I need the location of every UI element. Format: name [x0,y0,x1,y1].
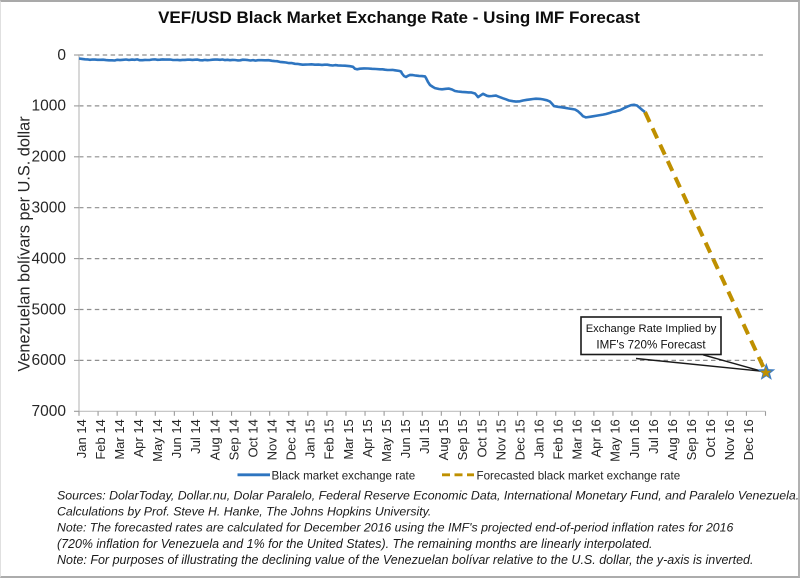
svg-text:Sep 14: Sep 14 [226,419,241,460]
svg-text:Jan 14: Jan 14 [74,419,89,458]
svg-text:Apr 14: Apr 14 [131,419,146,457]
svg-text:Feb 16: Feb 16 [551,419,566,459]
svg-text:May 14: May 14 [150,419,165,462]
svg-text:Oct 14: Oct 14 [245,419,260,457]
svg-text:Jun 15: Jun 15 [398,419,413,458]
svg-text:Sources: DolarToday, Dollar.nu: Sources: DolarToday, Dollar.nu, Dolar Pa… [57,488,799,502]
svg-text:Mar 15: Mar 15 [341,419,356,459]
svg-text:Aug 14: Aug 14 [207,419,222,460]
svg-text:Aug 16: Aug 16 [665,419,680,460]
svg-text:Mar 16: Mar 16 [570,419,585,459]
svg-text:Venezuelan bolívars per U.S. d: Venezuelan bolívars per U.S. dollar [16,116,34,372]
svg-text:4000: 4000 [32,250,67,267]
svg-text:0: 0 [57,47,66,64]
svg-text:Mar 14: Mar 14 [112,419,127,459]
svg-text:Black market exchange rate: Black market exchange rate [272,470,416,483]
svg-text:5000: 5000 [32,301,67,318]
svg-text:Jan 15: Jan 15 [303,419,318,458]
svg-text:IMF's 720% Forecast: IMF's 720% Forecast [596,338,706,351]
svg-text:Jun 16: Jun 16 [627,419,642,458]
svg-text:Jul 14: Jul 14 [188,419,203,454]
svg-text:1000: 1000 [32,98,67,115]
svg-text:Dec 14: Dec 14 [284,419,299,460]
svg-text:Note: The forecasted rates are: Note: The forecasted rates are calculate… [57,521,733,535]
svg-text:6000: 6000 [32,352,67,369]
svg-text:Feb 14: Feb 14 [93,419,108,459]
svg-text:Note: For purposes of illustra: Note: For purposes of illustrating the d… [57,553,753,567]
svg-text:7000: 7000 [32,403,67,420]
svg-text:Sep 16: Sep 16 [684,419,699,460]
svg-text:(720% inflation for Venezuela: (720% inflation for Venezuela and 1% for… [57,537,653,551]
svg-text:Nov 16: Nov 16 [722,419,737,460]
svg-text:Aug 15: Aug 15 [436,419,451,460]
svg-text:Nov 14: Nov 14 [264,419,279,460]
svg-text:VEF/USD Black Market Exchange: VEF/USD Black Market Exchange Rate - Usi… [158,8,640,27]
svg-text:Dec 16: Dec 16 [741,419,756,460]
svg-text:Exchange Rate Implied by: Exchange Rate Implied by [586,323,717,335]
svg-text:3000: 3000 [32,200,67,217]
svg-text:Calculations by Prof. Steve H.: Calculations by Prof. Steve H. Hanke, Th… [57,505,431,519]
svg-text:Oct 16: Oct 16 [703,419,718,457]
svg-text:Jun 14: Jun 14 [169,419,184,458]
svg-text:Jan 16: Jan 16 [531,419,546,458]
svg-text:Dec 15: Dec 15 [512,419,527,460]
svg-text:Jul 15: Jul 15 [417,419,432,454]
svg-text:Nov 15: Nov 15 [493,419,508,460]
svg-text:2000: 2000 [32,149,67,166]
svg-text:Apr 15: Apr 15 [360,419,375,457]
svg-text:May 15: May 15 [379,419,394,462]
svg-text:Oct 15: Oct 15 [474,419,489,457]
svg-text:May 16: May 16 [608,419,623,462]
svg-text:Feb 15: Feb 15 [322,419,337,459]
svg-text:Jul 16: Jul 16 [646,419,661,454]
svg-text:Sep 15: Sep 15 [455,419,470,460]
svg-text:Forecasted black market exchan: Forecasted black market exchange rate [477,470,681,483]
svg-text:Apr 16: Apr 16 [589,419,604,457]
